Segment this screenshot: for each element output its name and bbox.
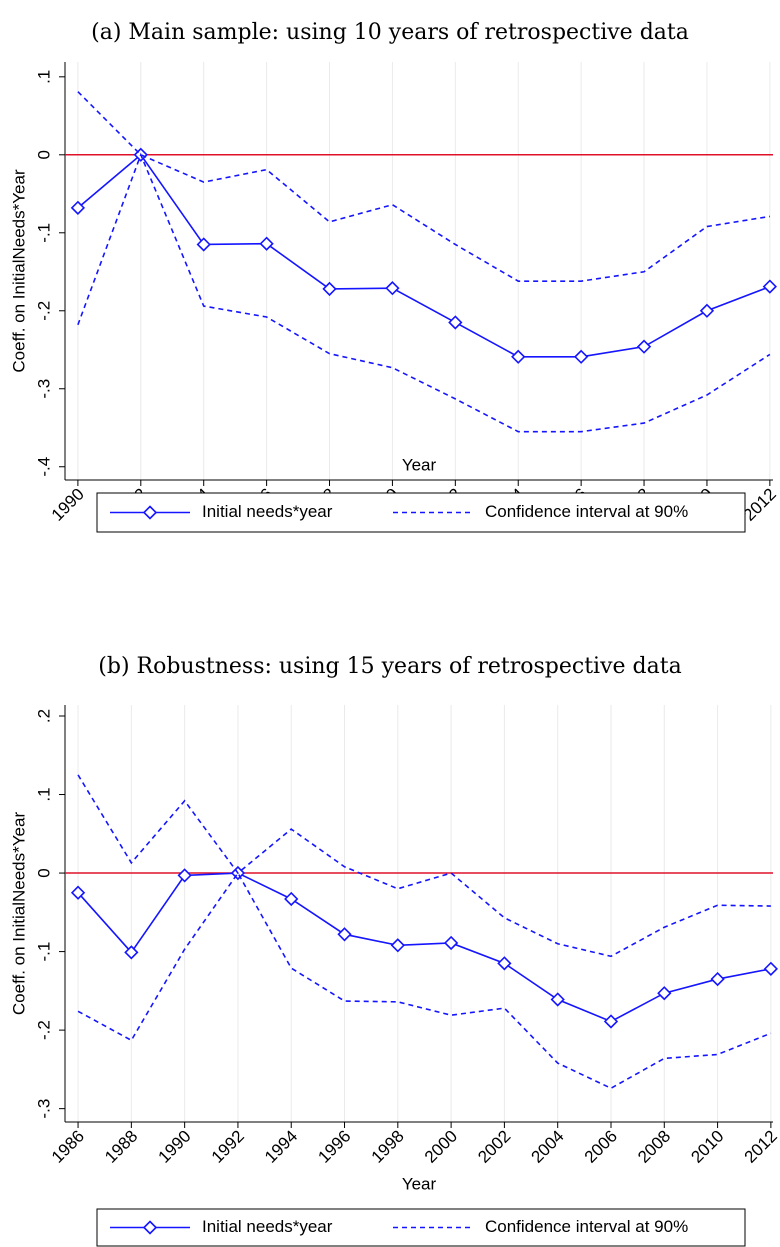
estimate-line <box>77 872 772 1023</box>
legend-marker <box>142 505 158 520</box>
marker <box>762 279 777 294</box>
marker <box>574 349 589 364</box>
x-tick-label: 1998 <box>368 1127 408 1167</box>
y-tick-label: -.3 <box>34 1099 53 1119</box>
legend-label: Initial needs*year <box>202 502 333 521</box>
y-tick-label: -.3 <box>34 379 53 399</box>
x-tick-label: 1992 <box>208 1127 248 1167</box>
y-tick-label: -.2 <box>34 301 53 321</box>
x-tick-label: 2004 <box>528 1127 568 1167</box>
x-tick-label: 2012 <box>740 485 780 525</box>
estimate-line <box>77 153 771 358</box>
y-tick-label: -.1 <box>34 942 53 962</box>
y-tick-label: -.2 <box>34 1020 53 1040</box>
legend-marker <box>142 1220 158 1235</box>
marker <box>763 961 778 976</box>
marker <box>385 281 400 296</box>
marker <box>337 927 352 942</box>
ci-line <box>77 871 772 1090</box>
marker <box>710 971 725 987</box>
chart-title: (a) Main sample: using 10 years of retro… <box>91 20 689 45</box>
marker <box>636 339 652 354</box>
marker <box>70 200 86 215</box>
marker <box>657 986 672 1001</box>
marker <box>196 237 211 252</box>
marker <box>124 945 139 960</box>
marker <box>550 992 565 1007</box>
y-tick-label: .1 <box>34 70 53 84</box>
y-axis-title: Coeff. on InitialNeeds*Year <box>9 169 28 373</box>
x-tick-label: 1994 <box>261 1127 301 1167</box>
marker <box>699 303 715 318</box>
marker <box>511 349 526 364</box>
marker <box>259 236 274 251</box>
y-tick-label: 0 <box>34 868 53 877</box>
legend-label: Confidence interval at 90% <box>485 1217 688 1236</box>
x-tick-label: 1988 <box>101 1127 141 1167</box>
y-axis-title: Coeff. on InitialNeeds*Year <box>9 812 28 1016</box>
x-axis-title: Year <box>402 455 437 474</box>
marker <box>177 868 192 883</box>
y-tick-label: .1 <box>34 787 53 801</box>
x-tick-label: 2002 <box>474 1127 514 1167</box>
marker <box>390 938 405 953</box>
legend-label: Confidence interval at 90% <box>485 502 688 521</box>
y-tick-label: .2 <box>34 709 53 723</box>
chart-title: (b) Robustness: using 15 years of retros… <box>98 654 681 679</box>
x-tick-label: 1996 <box>314 1127 354 1167</box>
legend-label: Initial needs*year <box>202 1217 333 1236</box>
ci-line <box>77 152 771 433</box>
marker <box>497 956 512 971</box>
marker <box>603 1014 619 1029</box>
y-tick-label: -.4 <box>34 457 53 477</box>
x-tick-label: 1986 <box>48 1127 88 1167</box>
marker <box>70 885 86 900</box>
x-tick-label: 1990 <box>154 1127 194 1167</box>
y-tick-label: -.1 <box>34 223 53 243</box>
x-tick-label: 2006 <box>581 1127 621 1167</box>
ci-line <box>77 774 771 958</box>
marker <box>284 891 299 907</box>
marker <box>443 935 459 951</box>
x-tick-label: 2000 <box>421 1127 461 1167</box>
x-tick-label: 2008 <box>634 1127 674 1167</box>
marker <box>322 281 337 297</box>
x-tick-label: 2012 <box>741 1127 780 1167</box>
x-axis-title: Year <box>402 1174 437 1193</box>
ci-line <box>77 91 770 282</box>
x-tick-label: 2010 <box>687 1127 727 1167</box>
x-tick-label: 1990 <box>48 485 88 525</box>
marker <box>448 315 463 330</box>
y-tick-label: 0 <box>34 150 53 159</box>
